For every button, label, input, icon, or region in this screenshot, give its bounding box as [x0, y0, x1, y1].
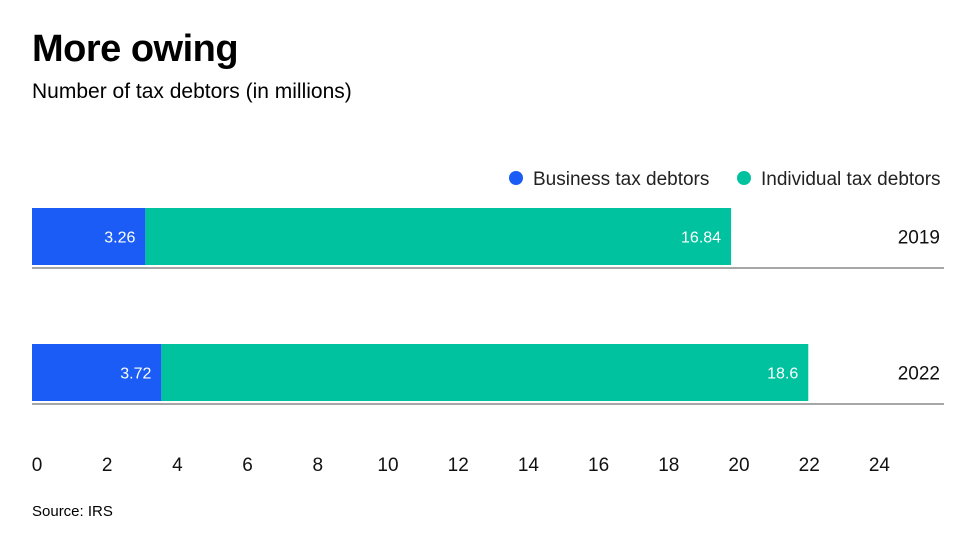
legend-label-0: Business tax debtors: [533, 169, 709, 190]
legend-label-1: Individual tax debtors: [761, 169, 941, 190]
bar-2022-1: [161, 344, 809, 401]
x-tick-18: 18: [658, 455, 679, 476]
x-tick-22: 22: [799, 455, 820, 476]
bar-2019-0: [32, 208, 146, 265]
bar-2022-0: [32, 344, 162, 401]
x-tick-2: 2: [102, 455, 113, 476]
chart-subtitle: Number of tax debtors (in millions): [32, 80, 352, 103]
bar-2019-1: [145, 208, 732, 265]
x-tick-0: 0: [32, 455, 43, 476]
data-label-2022-1: 18.6: [767, 366, 798, 383]
x-tick-16: 16: [588, 455, 609, 476]
chart-title: More owing: [32, 28, 239, 70]
data-label-2019-1: 16.84: [681, 230, 721, 247]
x-tick-20: 20: [728, 455, 749, 476]
data-label-2022-0: 3.72: [120, 366, 151, 383]
category-label-2019: 2019: [898, 228, 940, 249]
source-note: Source: IRS: [32, 503, 113, 520]
x-tick-6: 6: [242, 455, 253, 476]
x-tick-10: 10: [377, 455, 398, 476]
x-tick-24: 24: [869, 455, 891, 476]
legend-marker-1: [737, 171, 751, 185]
category-label-2022: 2022: [898, 364, 940, 385]
x-tick-4: 4: [172, 455, 183, 476]
x-tick-12: 12: [448, 455, 469, 476]
x-tick-14: 14: [518, 455, 540, 476]
legend-marker-0: [509, 171, 523, 185]
data-label-2019-0: 3.26: [104, 230, 135, 247]
x-tick-8: 8: [313, 455, 324, 476]
